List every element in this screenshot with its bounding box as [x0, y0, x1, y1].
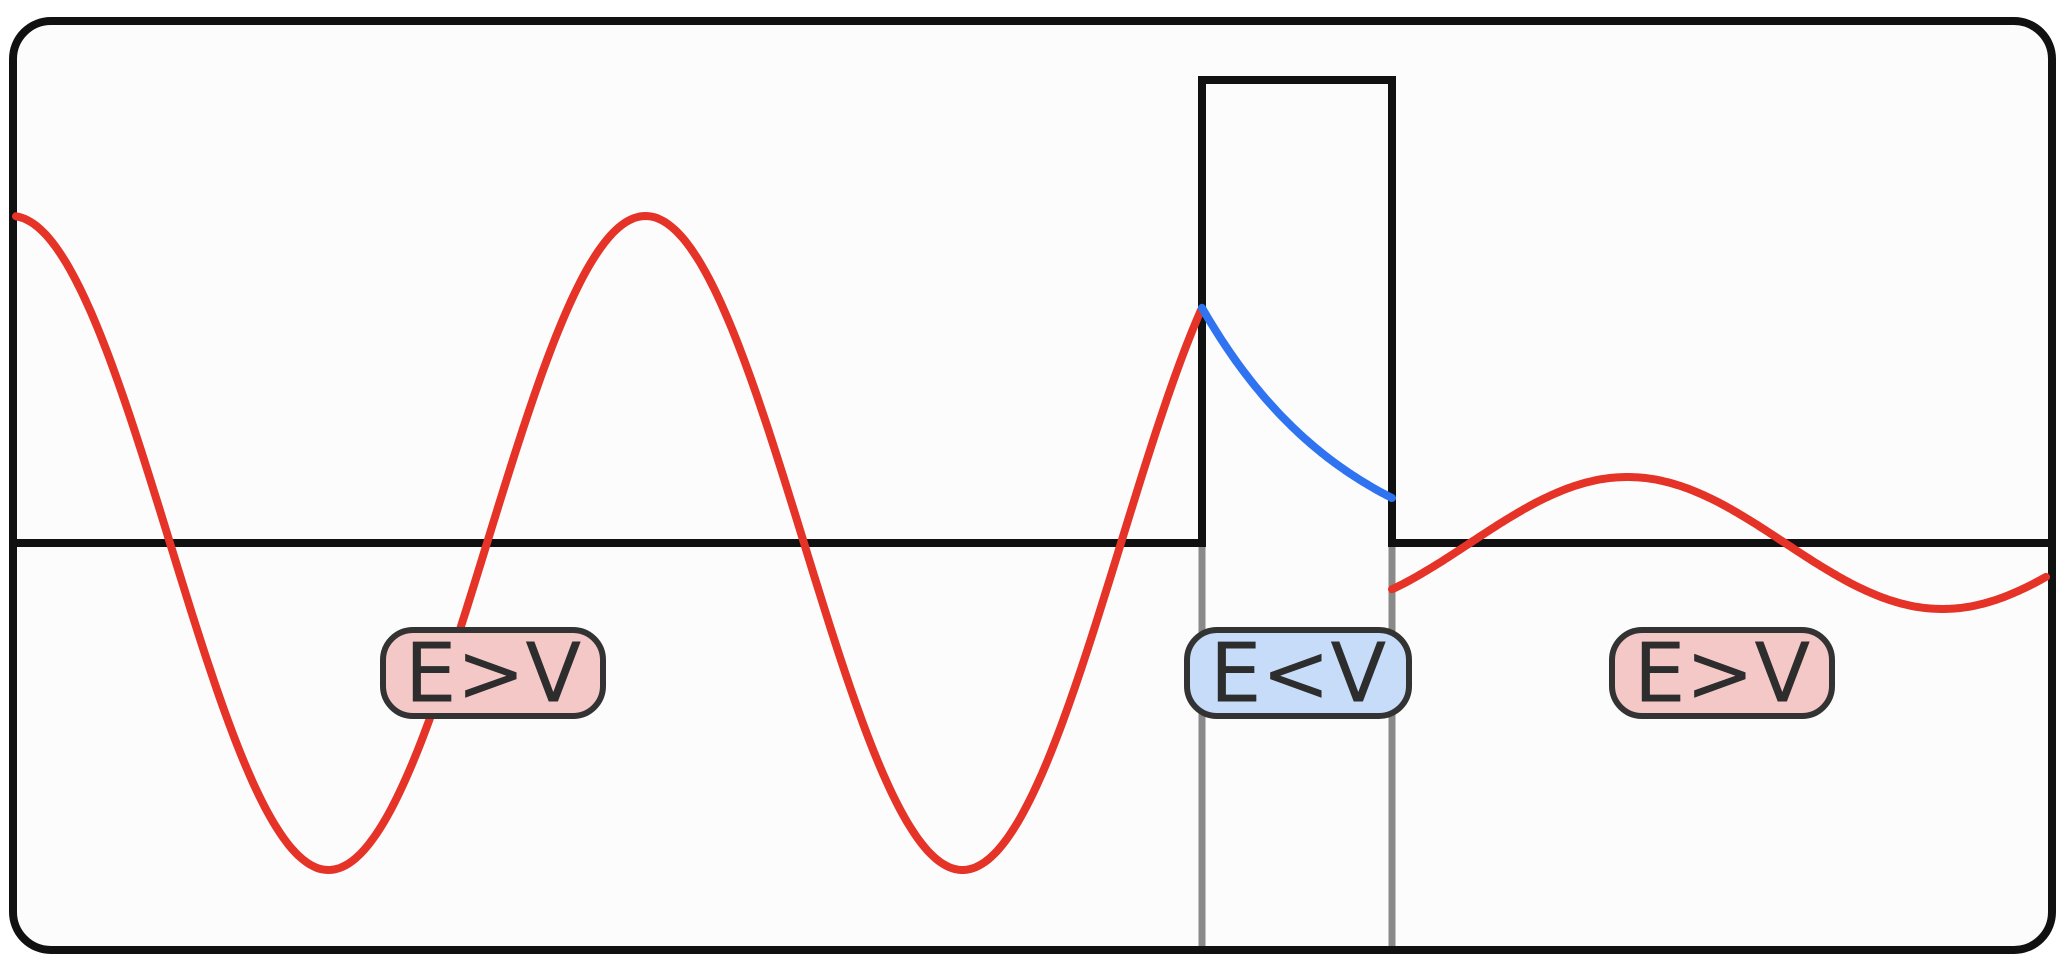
wavefunction-transmitted-right [1388, 473, 2050, 613]
wavefunction-decay-in-barrier [1198, 303, 1396, 502]
potential-barrier [16, 76, 2050, 547]
badge-right-region-label: E>V [1634, 627, 1811, 722]
badge-barrier-region-label: E<V [1210, 627, 1387, 722]
badge-left-region-label: E>V [405, 627, 582, 722]
badge-right-region: E>V [1609, 627, 1835, 722]
wavefunction-oscillating-left [12, 211, 1205, 875]
diagram-frame [9, 17, 2056, 954]
badge-barrier-region: E<V [1184, 627, 1412, 722]
badge-left-region: E>V [380, 627, 606, 722]
badge-left-region-box [380, 627, 606, 719]
badge-right-region-box [1609, 627, 1835, 719]
badge-barrier-region-box [1184, 627, 1412, 719]
